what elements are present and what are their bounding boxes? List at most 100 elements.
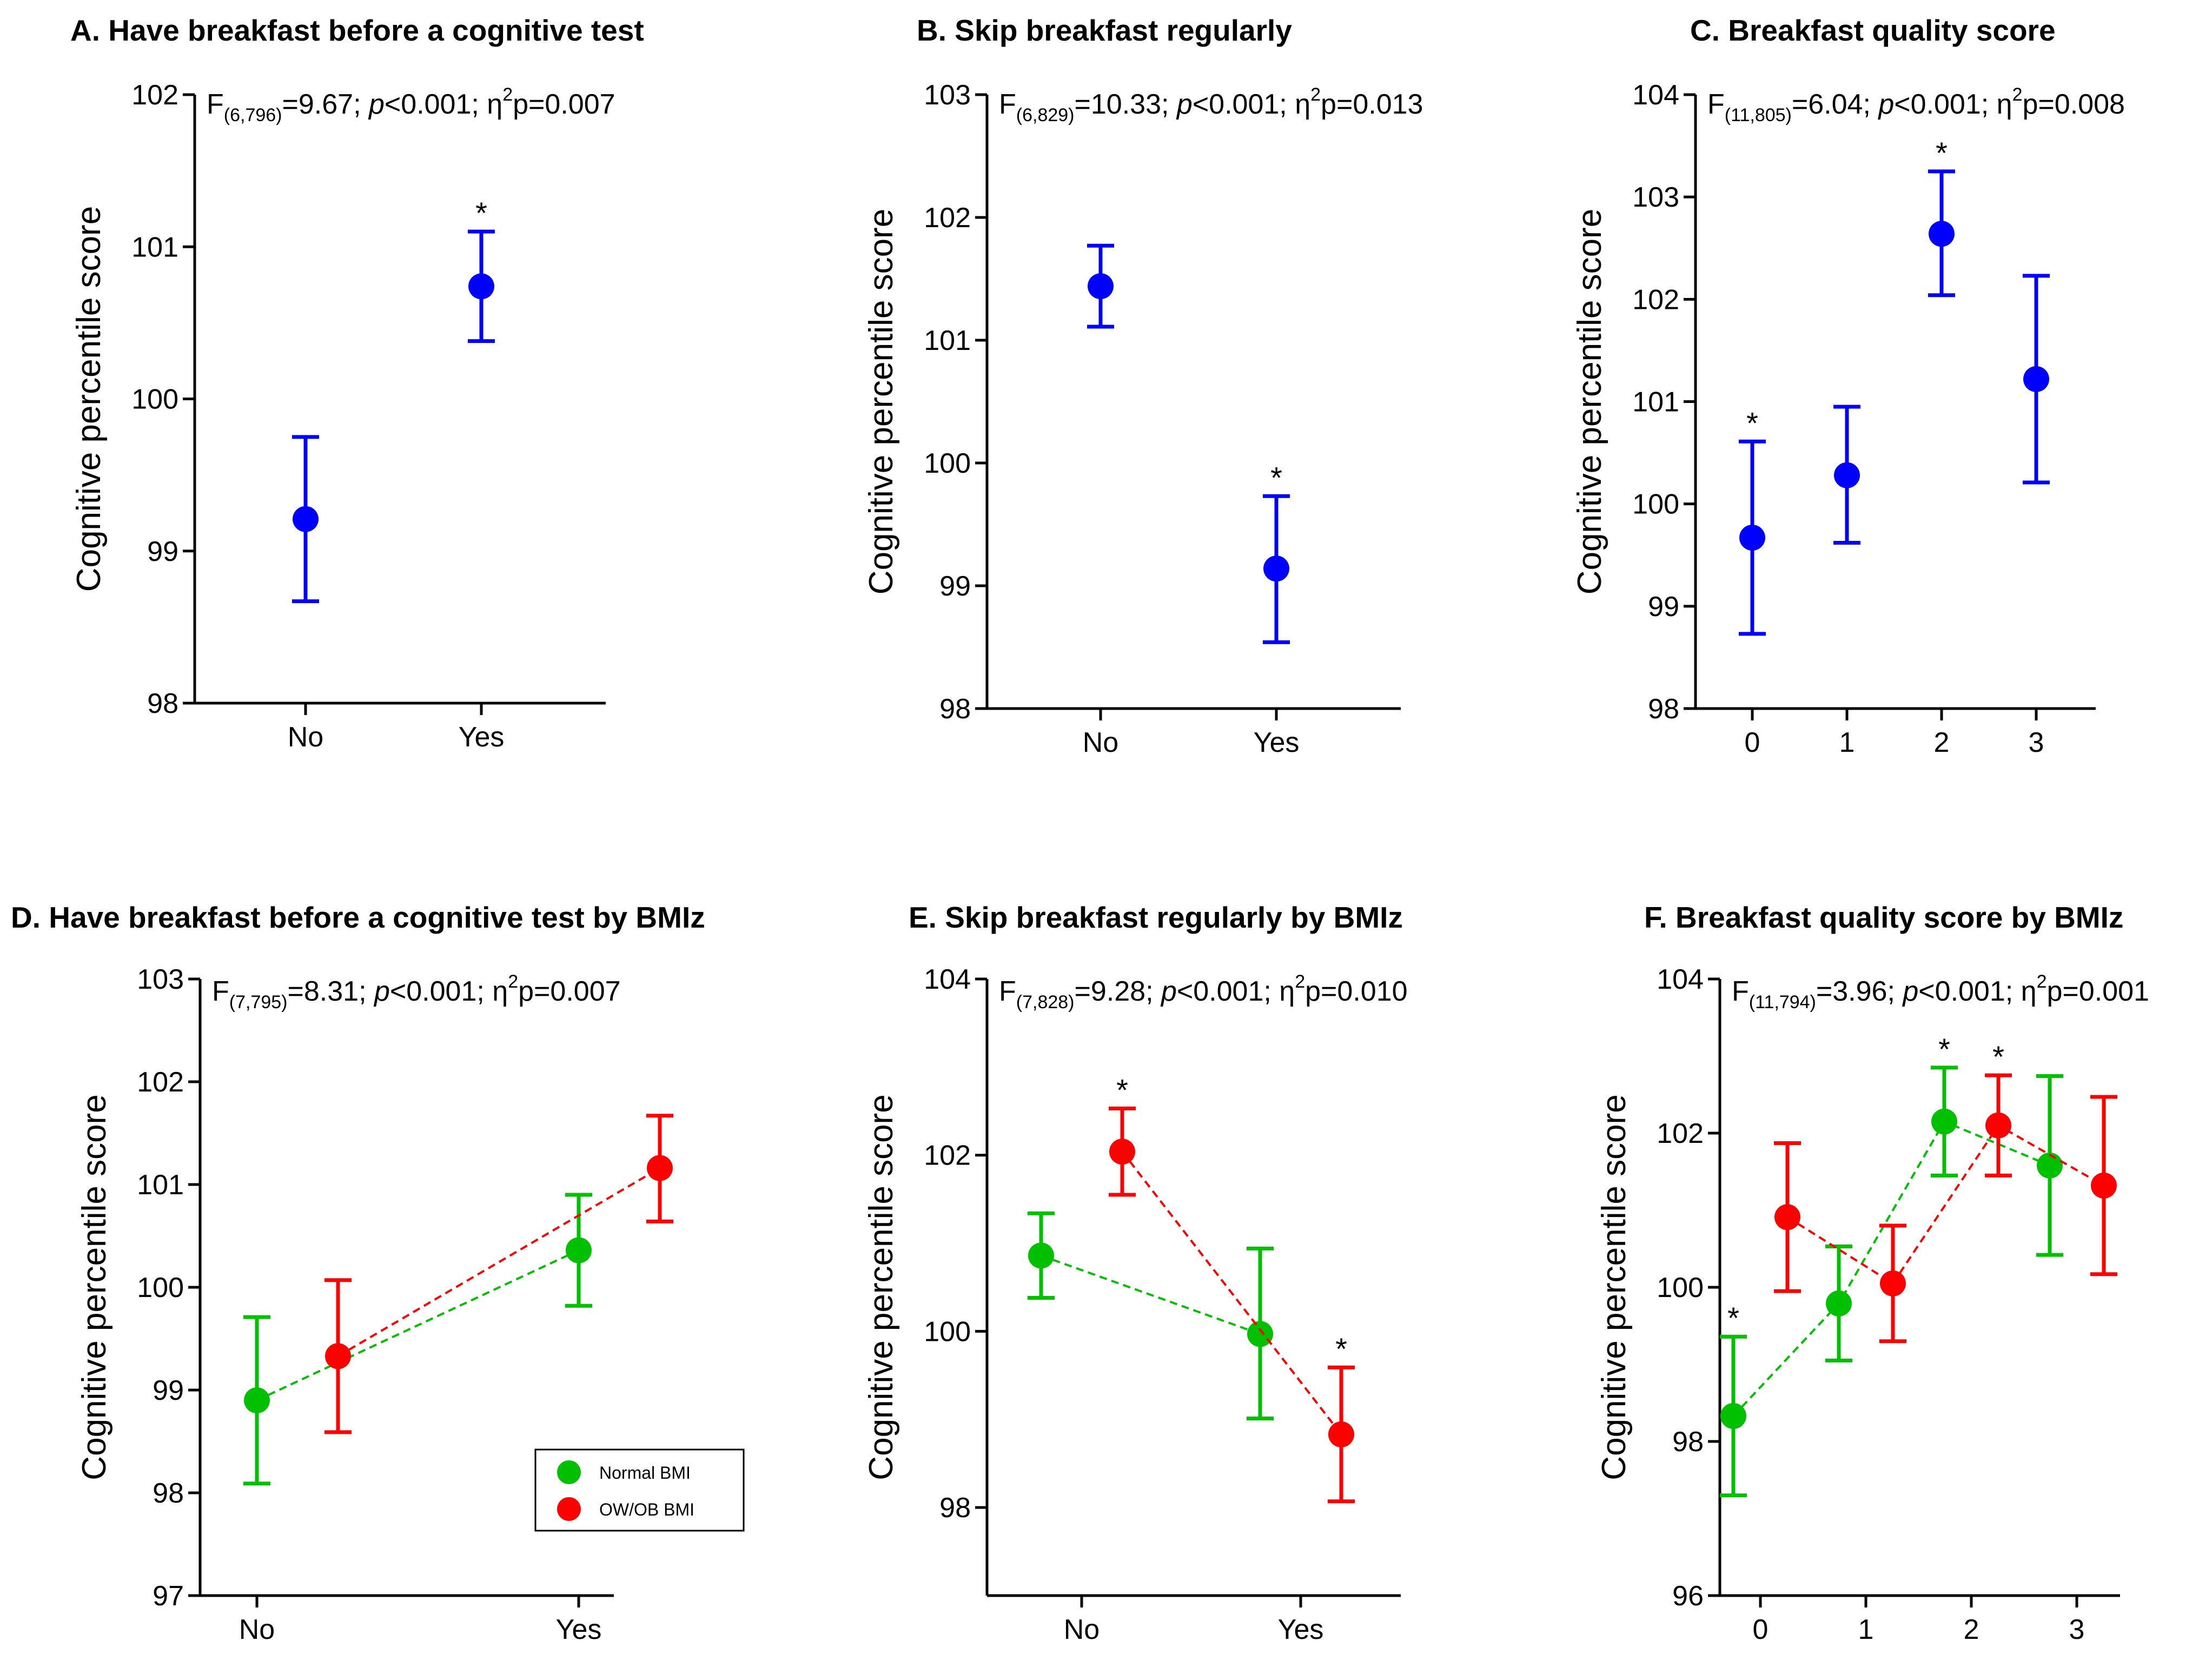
annotation-sub: (11,794) bbox=[1749, 992, 1816, 1013]
annotation-eff: p=0.007 bbox=[518, 976, 620, 1007]
marker bbox=[1834, 462, 1860, 488]
data-point bbox=[1825, 1244, 1852, 1362]
y-tick-label: 99 bbox=[1648, 591, 1679, 623]
annotation-p: p bbox=[368, 89, 385, 120]
panel-b: B. Skip breakfast regularly Cognitive per… bbox=[863, 14, 1423, 758]
y-tick-label: 100 bbox=[131, 384, 178, 415]
y-tick-label: 99 bbox=[153, 1375, 184, 1406]
significance-star: * bbox=[1727, 1301, 1739, 1335]
panel-title: E. Skip breakfast regularly by BMIz bbox=[909, 901, 1403, 934]
y-tick-label: 98 bbox=[939, 693, 971, 725]
annotation-main: F bbox=[999, 976, 1016, 1007]
annotation-rest: =6.04; bbox=[1792, 89, 1878, 120]
x-tick-label: 2 bbox=[1934, 727, 1950, 758]
annotation-sup: 2 bbox=[1295, 971, 1305, 992]
x-tick-label: Yes bbox=[1278, 1614, 1324, 1645]
annotation-pval: <0.001; η bbox=[1193, 89, 1310, 120]
legend: Normal BMI OW/OB BMI bbox=[534, 1448, 745, 1532]
marker bbox=[1263, 555, 1289, 582]
y-tick-label: 99 bbox=[939, 571, 971, 602]
y-axis-label: Cognitive percentile score bbox=[76, 1094, 113, 1480]
marker bbox=[1739, 525, 1765, 551]
annotation-p: p bbox=[1160, 976, 1177, 1007]
annotation-main: F bbox=[1707, 89, 1725, 120]
annotation-sup: 2 bbox=[2012, 84, 2023, 105]
marker bbox=[1720, 1402, 1746, 1429]
annotation-main: F bbox=[212, 976, 229, 1007]
marker bbox=[1774, 1204, 1800, 1230]
marker bbox=[1826, 1290, 1852, 1316]
panel-title: A. Have breakfast before a cognitive tes… bbox=[70, 14, 644, 47]
annotation-rest: =9.28; bbox=[1075, 976, 1161, 1007]
data-point: * bbox=[1263, 460, 1290, 644]
y-tick-label: 104 bbox=[1657, 964, 1704, 995]
y-tick-label: 98 bbox=[147, 688, 178, 719]
data-point: * bbox=[1985, 1040, 2012, 1177]
annotation-main: F bbox=[207, 89, 224, 120]
data-point bbox=[2090, 1095, 2117, 1276]
panel-title: F. Breakfast quality score by BMIz bbox=[1644, 901, 2123, 934]
marker bbox=[244, 1387, 270, 1413]
marker bbox=[1328, 1421, 1354, 1447]
annotation-sup: 2 bbox=[502, 84, 513, 105]
data-point bbox=[1028, 1211, 1055, 1300]
data-point bbox=[2023, 274, 2050, 485]
annotation-rest: =3.96; bbox=[1816, 976, 1903, 1007]
panel-e: E. Skip breakfast regularly by BMIz Cogni… bbox=[863, 901, 1408, 1645]
y-tick-label: 103 bbox=[137, 964, 184, 995]
data-point bbox=[1879, 1223, 1906, 1344]
annotation-sub: (11,805) bbox=[1725, 105, 1792, 125]
significance-star: * bbox=[1335, 1332, 1347, 1366]
annotation-pval: <0.001; η bbox=[390, 976, 508, 1007]
stats-annotation: F(7,828)=9.28; p<0.001; η2p=0.010 bbox=[999, 971, 1408, 1013]
annotation-eff: p=0.010 bbox=[1305, 976, 1407, 1007]
x-tick-label: 1 bbox=[1839, 727, 1855, 758]
y-tick-label: 103 bbox=[924, 80, 971, 111]
y-axis-label: Cognitive percentile score bbox=[70, 206, 108, 592]
marker bbox=[1028, 1242, 1054, 1269]
data-point bbox=[292, 435, 319, 604]
marker bbox=[468, 273, 494, 300]
significance-star: * bbox=[475, 196, 487, 230]
significance-star: * bbox=[1938, 1032, 1950, 1066]
x-tick-label: No bbox=[288, 722, 323, 753]
y-tick-label: 102 bbox=[131, 80, 178, 111]
series-line bbox=[1121, 1150, 1342, 1435]
annotation-rest: =8.31; bbox=[288, 976, 374, 1007]
y-tick-label: 102 bbox=[924, 1140, 971, 1172]
annotation-p: p bbox=[1176, 89, 1193, 120]
data-point bbox=[1087, 243, 1114, 329]
significance-star: * bbox=[1992, 1040, 2004, 1074]
y-tick-label: 101 bbox=[924, 325, 971, 356]
data-point: * bbox=[1109, 1073, 1136, 1197]
panel-c: C. Breakfast quality score Cognitive perc… bbox=[1571, 14, 2125, 758]
data-point: * bbox=[1720, 1301, 1747, 1498]
panel-title: D. Have breakfast before a cognitive tes… bbox=[11, 901, 705, 934]
data-point bbox=[2036, 1074, 2063, 1257]
annotation-sup: 2 bbox=[2037, 971, 2047, 992]
data-point bbox=[324, 1278, 352, 1434]
data-point: * bbox=[1739, 406, 1766, 636]
y-tick-label: 102 bbox=[1632, 284, 1679, 315]
y-tick-label: 102 bbox=[1657, 1118, 1704, 1149]
significance-star: * bbox=[1270, 460, 1282, 494]
marker bbox=[1880, 1270, 1906, 1296]
y-tick-label: 98 bbox=[153, 1478, 184, 1509]
y-tick-label: 100 bbox=[924, 448, 971, 479]
annotation-pval: <0.001; η bbox=[1177, 976, 1295, 1007]
y-tick-label: 98 bbox=[1648, 693, 1679, 725]
data-point bbox=[1247, 1246, 1274, 1421]
y-tick-label: 99 bbox=[147, 536, 178, 567]
data-point bbox=[646, 1114, 673, 1223]
data-point: * bbox=[1928, 136, 1955, 297]
x-tick-label: No bbox=[1083, 727, 1118, 758]
annotation-rest: =10.33; bbox=[1075, 89, 1177, 120]
annotation-pval: <0.001; η bbox=[1894, 89, 2012, 120]
data-point bbox=[1833, 405, 1860, 545]
marker bbox=[2023, 366, 2049, 392]
y-axis-label: Cognitive percentile score bbox=[863, 209, 900, 594]
significance-star: * bbox=[1936, 136, 1948, 170]
stats-annotation: F(7,795)=8.31; p<0.001; η2p=0.007 bbox=[212, 971, 621, 1013]
y-axis-label: Cognitive percentile score bbox=[1595, 1094, 1633, 1480]
